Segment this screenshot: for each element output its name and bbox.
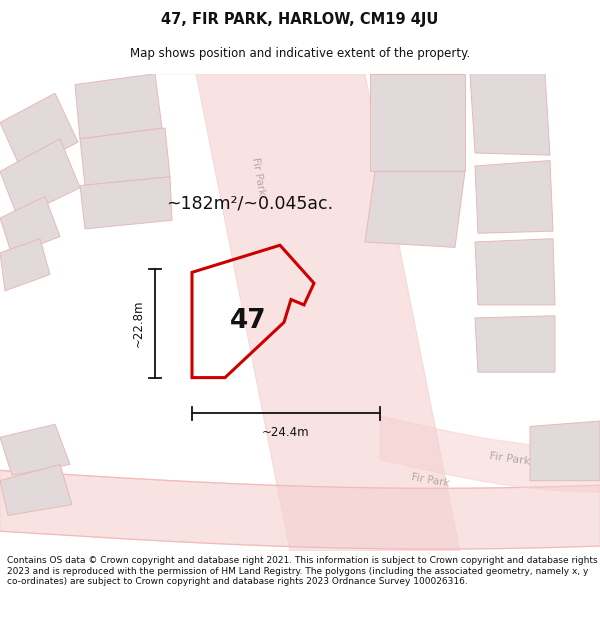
Polygon shape (80, 177, 172, 229)
Polygon shape (80, 128, 170, 186)
Polygon shape (75, 74, 162, 139)
Polygon shape (0, 464, 72, 516)
Text: 47: 47 (230, 308, 266, 334)
Text: Fir Park: Fir Park (489, 451, 531, 467)
Polygon shape (475, 316, 555, 372)
Polygon shape (365, 171, 465, 248)
Text: ~182m²/~0.045ac.: ~182m²/~0.045ac. (166, 195, 334, 213)
Text: Fir Park: Fir Park (410, 472, 450, 489)
Polygon shape (475, 161, 553, 233)
Polygon shape (0, 196, 60, 255)
Polygon shape (0, 93, 78, 171)
Text: ~24.4m: ~24.4m (262, 426, 310, 439)
Polygon shape (148, 74, 460, 551)
Text: 47, FIR PARK, HARLOW, CM19 4JU: 47, FIR PARK, HARLOW, CM19 4JU (161, 12, 439, 27)
Text: Fir Park: Fir Park (250, 157, 266, 197)
Text: Contains OS data © Crown copyright and database right 2021. This information is : Contains OS data © Crown copyright and d… (7, 556, 598, 586)
Polygon shape (0, 239, 50, 291)
Text: Map shows position and indicative extent of the property.: Map shows position and indicative extent… (130, 48, 470, 61)
Text: ~22.8m: ~22.8m (132, 299, 145, 347)
Polygon shape (470, 74, 550, 155)
Polygon shape (475, 239, 555, 305)
Polygon shape (0, 424, 70, 475)
Polygon shape (0, 139, 80, 218)
Polygon shape (530, 421, 600, 481)
Polygon shape (370, 74, 465, 171)
